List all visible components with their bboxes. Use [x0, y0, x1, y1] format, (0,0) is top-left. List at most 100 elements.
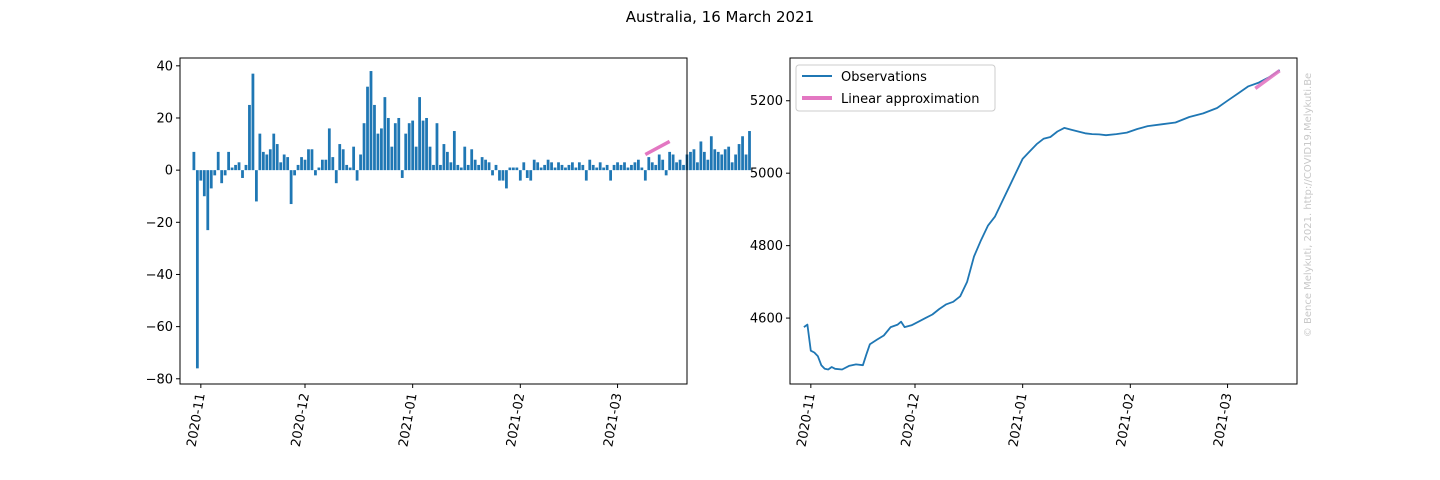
bar [230, 167, 234, 171]
bar [383, 97, 387, 171]
bar [317, 167, 321, 171]
bar [636, 159, 640, 171]
bar [602, 167, 606, 171]
plot-frame [179, 57, 688, 385]
y-tick-label: 40 [156, 59, 173, 74]
bar [251, 73, 255, 171]
x-tick-label: 2021-02 [1114, 392, 1138, 448]
x-tick-label: 2020-11 [185, 392, 209, 448]
bar [702, 151, 706, 171]
bar [564, 167, 567, 171]
y-tick-label: −20 [146, 216, 173, 231]
bar [369, 71, 373, 171]
bar [626, 167, 630, 171]
line-chart: 2020-11 2020-12 2021-01 2021-02 2021-03 4600 4… [750, 57, 1298, 448]
bar [487, 162, 491, 171]
x-tick-label: 2021-03 [601, 392, 625, 448]
legend-label-linear-approximation: Linear approximation [841, 92, 979, 107]
bar [261, 151, 265, 171]
bar [404, 133, 408, 171]
bar [282, 154, 286, 171]
bar [223, 170, 227, 176]
bar [352, 146, 356, 171]
bar [359, 154, 362, 171]
bar [643, 170, 647, 181]
bar [303, 159, 307, 171]
bar [515, 167, 519, 171]
bar [380, 128, 383, 171]
x-tick-label: 2020-12 [289, 392, 313, 448]
legend-box [795, 64, 996, 112]
bar [630, 164, 633, 171]
bar [616, 162, 619, 171]
bar [744, 154, 748, 171]
bar [598, 162, 602, 171]
bar [584, 170, 588, 181]
y-tick-label: 5000 [750, 167, 783, 182]
bar [345, 164, 349, 171]
bar [498, 170, 501, 181]
bar [293, 170, 296, 176]
bar [463, 146, 467, 171]
y-tick-label: −60 [146, 320, 173, 335]
x-tick-label: 2021-01 [1006, 392, 1030, 448]
y-tick-label: 4600 [750, 312, 783, 327]
y-tick-label: −80 [146, 372, 173, 387]
bar [366, 86, 369, 171]
bar [209, 170, 213, 189]
bar [633, 162, 637, 171]
bar [588, 159, 592, 171]
bar [647, 157, 651, 171]
bar [553, 167, 557, 171]
bar [664, 170, 668, 176]
bar [314, 170, 317, 176]
bar [654, 164, 658, 171]
bar [272, 133, 276, 171]
bar [657, 154, 661, 171]
y-tick-label: 20 [156, 111, 173, 126]
bar [508, 167, 512, 171]
bar [237, 162, 241, 171]
bar [310, 149, 314, 171]
bar [213, 170, 217, 176]
bar [307, 149, 310, 171]
bar [591, 164, 595, 171]
bar [393, 123, 397, 171]
bar [522, 162, 526, 171]
bar [320, 159, 324, 171]
bar [258, 133, 262, 171]
bar [199, 170, 203, 181]
bar [671, 154, 675, 171]
legend-label-observations: Observations [841, 70, 927, 85]
bar [748, 131, 751, 171]
bar [244, 164, 248, 171]
bar [452, 131, 456, 171]
figure-title: Australia, 16 March 2021 [626, 8, 814, 26]
bar [692, 149, 696, 171]
bar [418, 97, 421, 171]
bar [300, 157, 303, 171]
bar [730, 162, 734, 171]
x-tick-label: 2021-03 [1211, 392, 1235, 448]
bar [706, 159, 710, 171]
fit-line [644, 139, 671, 157]
bar [560, 164, 564, 171]
bar [286, 157, 290, 171]
bar [473, 159, 477, 171]
bar [355, 170, 359, 181]
bar [609, 170, 612, 181]
bar [668, 151, 672, 171]
bar [696, 162, 699, 171]
bar [216, 151, 220, 171]
bar [407, 123, 411, 171]
bar [536, 162, 540, 171]
bar [480, 157, 484, 171]
bar [581, 164, 585, 171]
bar [439, 164, 442, 171]
bar [195, 170, 199, 369]
y-tick-label: 4800 [750, 239, 783, 254]
legend: Observations Linear approximation [795, 64, 996, 112]
bar [723, 149, 727, 171]
bar [525, 170, 529, 178]
bar [567, 164, 571, 171]
